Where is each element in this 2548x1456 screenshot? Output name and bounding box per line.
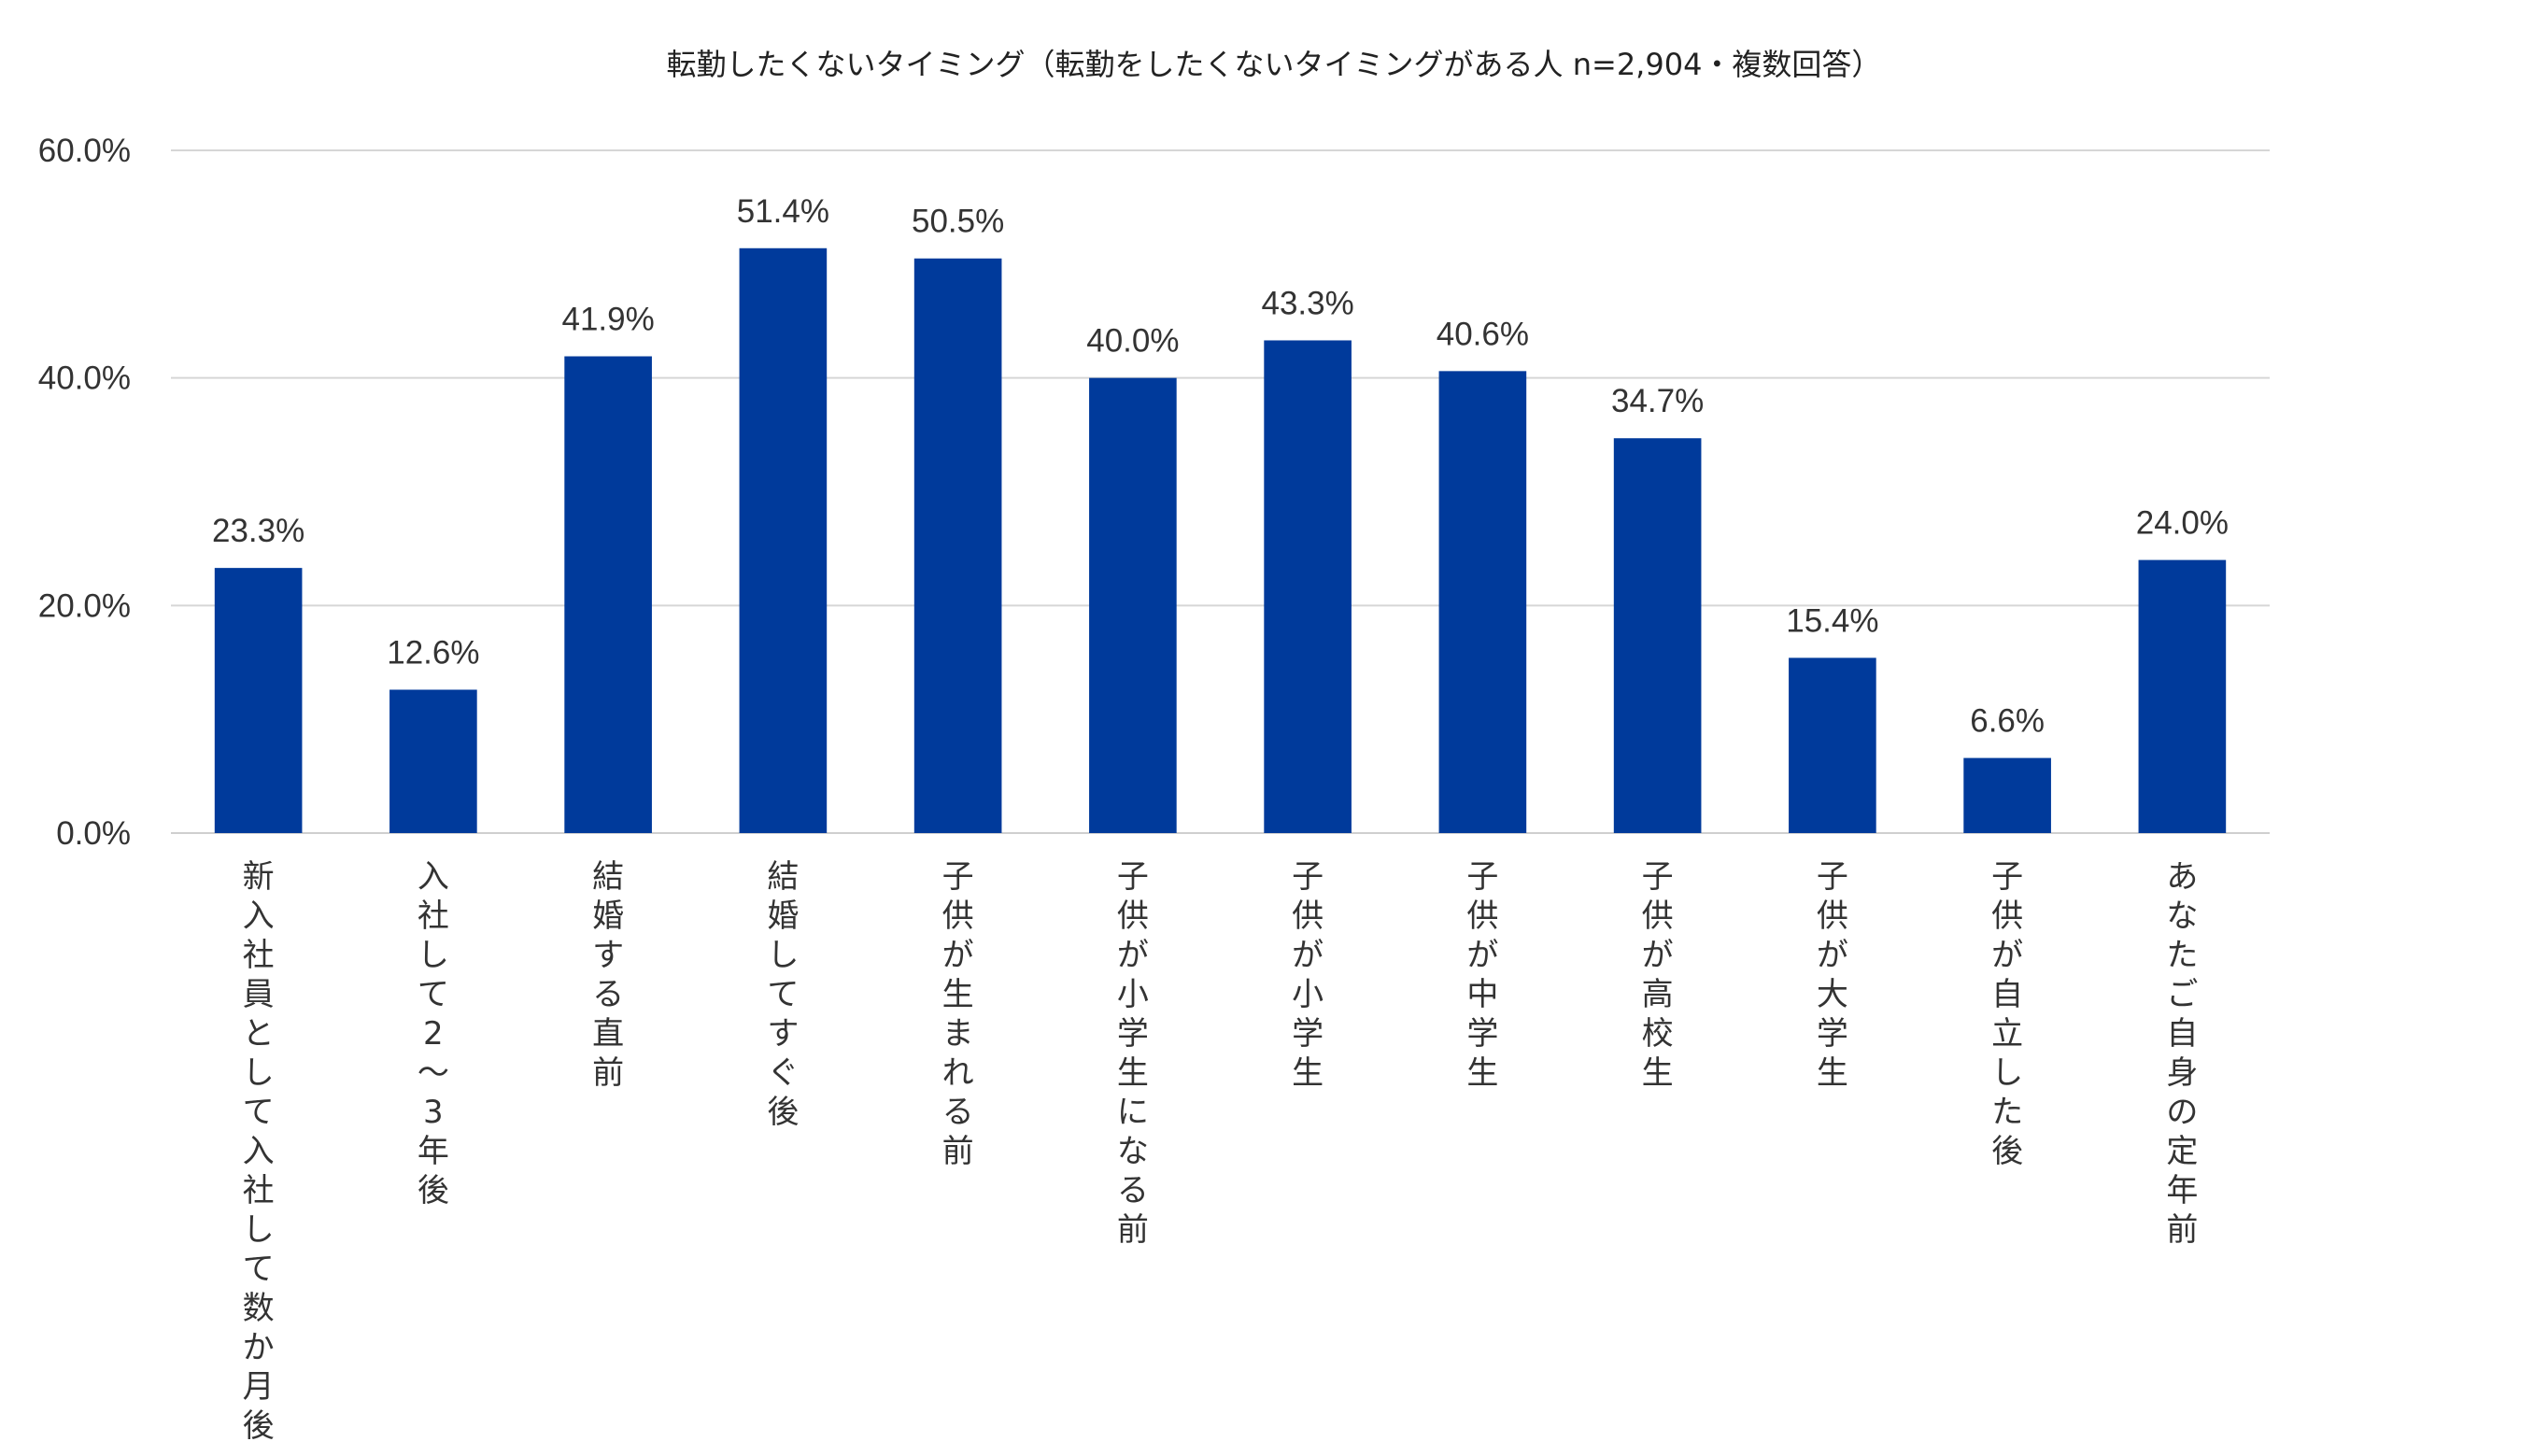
bar [913,258,1002,833]
bar [1438,371,1527,833]
y-tick-label: 60.0% [38,133,131,169]
category-label: 子供が小学生になる前 [1117,858,1149,1249]
category-label: 子供が小学生 [1292,858,1324,1092]
bar [739,247,828,833]
bar [1613,438,1702,833]
bar [2138,559,2227,833]
category-label: あなたご自身の定年前 [2166,858,2198,1249]
category-label: 子供が大学生 [1817,858,1848,1092]
chart-title: 転勤したくないタイミング（転勤をしたくないタイミングがある人 n=2,904・複… [667,47,1882,82]
data-label: 24.0% [2136,505,2229,542]
category-label: 子供が高校生 [1642,858,1674,1092]
bar [1789,657,1876,833]
data-label: 40.0% [1086,323,1179,360]
bar [1089,377,1177,833]
category-label: 結婚してすぐ後 [767,858,799,1131]
y-axis-ticks: 0.0% 20.0% 40.0% 60.0% [38,133,131,852]
data-label: 34.7% [1611,383,1704,419]
data-label: 12.6% [387,634,479,671]
data-label: 6.6% [1970,703,2045,740]
category-labels: 新入社員として入社して数か月後 入社して 2 ～ 3 年後 結婚する直前 結婚してすぐ後 子供が… [243,858,2199,1445]
bars [214,247,2227,833]
y-tick-label: 40.0% [38,360,131,397]
bar [214,568,303,833]
category-label: 子供が生まれる前 [942,858,974,1170]
category-label: 子供が自立した後 [1991,858,2023,1170]
data-labels: 23.3% 12.6% 41.9% 51.4% 50.5% 40.0% 43.3% 40.6%… [212,193,2229,740]
y-tick-label: 20.0% [38,587,131,624]
category-label: 新入社員として入社して数か月後 [243,858,275,1445]
category-label: 入社して 2 ～ 3 年後 [418,858,449,1209]
data-label: 23.3% [212,513,304,549]
category-label: 子供が中学生 [1466,858,1498,1092]
gridlines [171,149,2270,834]
bar [389,689,477,833]
data-label: 15.4% [1786,602,1878,639]
data-label: 41.9% [562,302,655,338]
y-tick-label: 0.0% [56,815,131,852]
bar [564,356,652,833]
bar [1264,340,1352,833]
bar [1963,757,2051,833]
category-label: 結婚する直前 [592,858,624,1092]
data-label: 50.5% [912,204,1004,240]
data-label: 51.4% [737,193,829,230]
data-label: 40.6% [1437,316,1529,352]
data-label: 43.3% [1262,285,1354,321]
